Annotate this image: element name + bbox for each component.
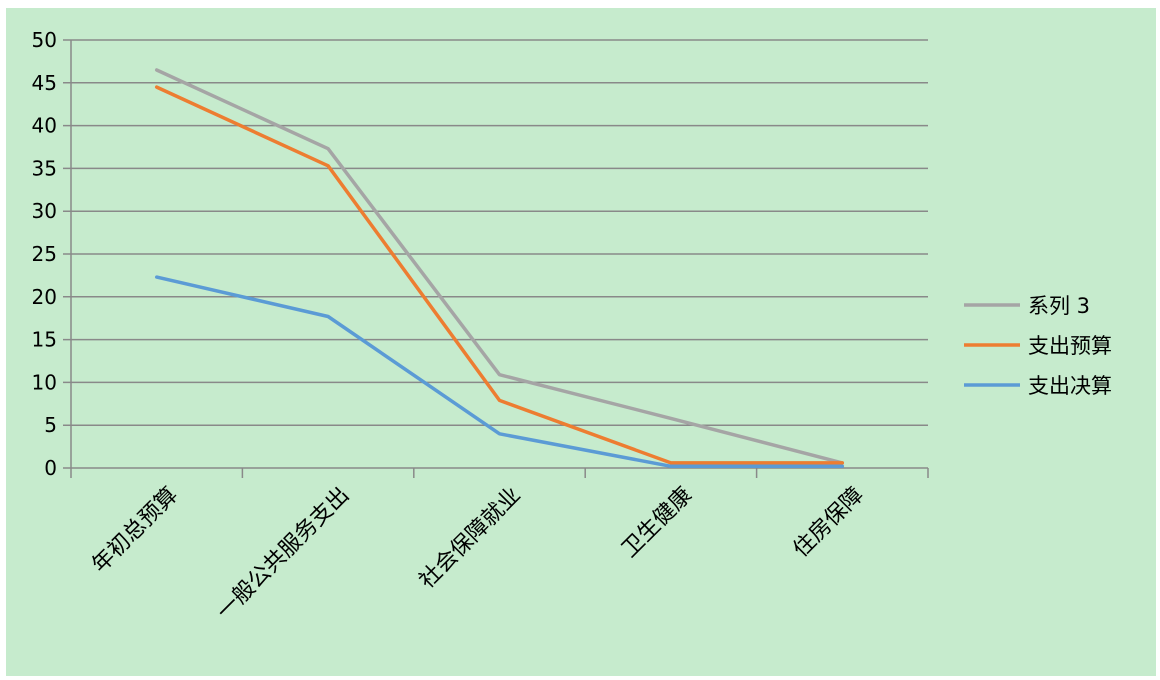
y-tick-label: 45 [32,71,57,95]
y-tick-label: 40 [32,114,57,138]
y-tick-label: 25 [32,242,57,266]
x-category-label: 社会保障就业 [415,483,526,594]
legend-label: 支出决算 [1028,374,1112,398]
y-tick-label: 20 [32,285,57,309]
x-category-label: 卫生健康 [617,483,697,563]
x-category-label: 年初总预算 [87,483,182,578]
y-tick-label: 0 [44,456,57,480]
legend-label: 支出预算 [1028,334,1112,358]
y-tick-label: 10 [32,370,57,394]
y-tick-label: 50 [32,28,57,52]
series-line-0 [154,68,845,465]
axes: 0 5 10 15 20 25 30 35 40 45 50 年初总预算 一般公共服务支出 社会保障就业 卫… [32,28,929,625]
x-category-label: 住房保障 [789,483,869,563]
line-chart: 0 5 10 15 20 25 30 35 40 45 50 年初总预算 一般公共服务支出 社会保障就业 卫… [32,28,1112,625]
gridlines [63,39,928,469]
y-tick-label: 30 [32,199,57,223]
y-tick-label: 35 [32,156,57,180]
legend-label: 系列 3 [1028,294,1090,318]
x-category-label: 一般公共服务支出 [212,483,354,625]
y-tick-label: 5 [44,413,57,437]
y-tick-label: 15 [32,328,57,352]
chart-area: 0 5 10 15 20 25 30 35 40 45 50 年初总预算 一般公共服务支出 社会保障就业 卫… [6,8,1156,676]
series-line-1 [154,85,845,465]
series-lines [154,68,845,469]
